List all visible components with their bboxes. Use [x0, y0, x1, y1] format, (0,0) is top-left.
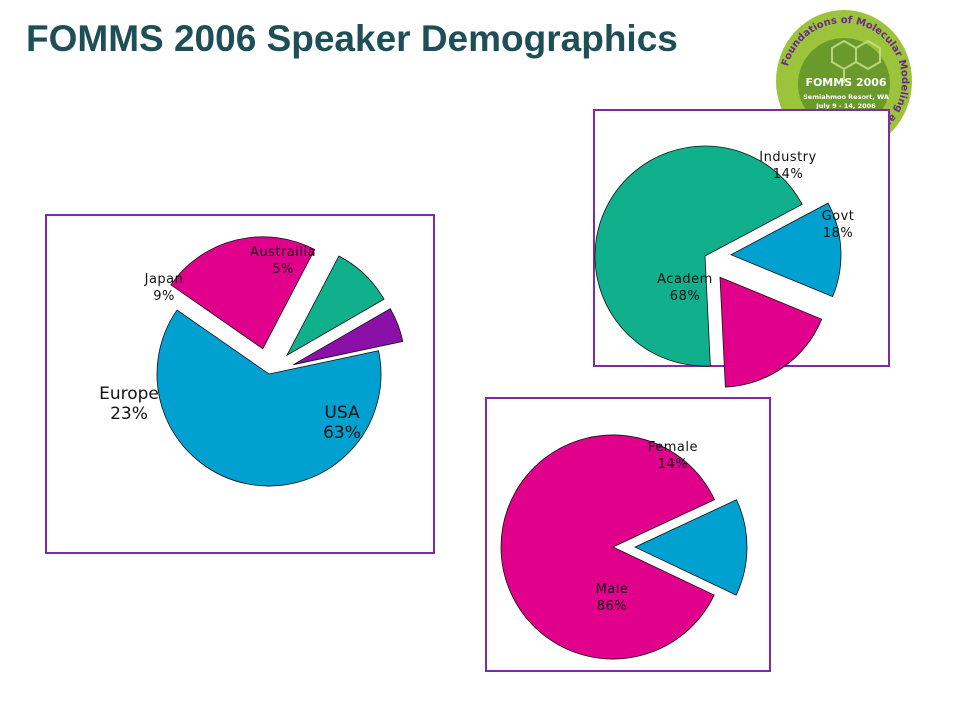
pie-slice-usa	[156, 309, 382, 487]
slice-value-japan: 9%	[153, 289, 175, 304]
slice-value-europe: 23%	[110, 404, 148, 424]
slice-value-female: 14%	[658, 457, 688, 472]
pie-slice-japan	[286, 255, 385, 357]
slice-label-govt: Govt	[822, 209, 855, 224]
slice-label-female: Female	[648, 440, 698, 455]
slice-value-academ: 68%	[670, 289, 700, 304]
pie-slice-female	[634, 499, 748, 596]
pie-slice-academ	[594, 145, 803, 367]
logo-location: Semiahmoo Resort, WA	[803, 93, 889, 101]
sector-pie-chart: Industry 14% Govt 18% Academ 68%	[594, 145, 855, 388]
logo-name: FOMMS 2006	[805, 76, 886, 89]
slice-label-austrailia: Austrailia	[250, 245, 316, 260]
slice-label-male: Male	[596, 582, 629, 597]
slice-value-male: 86%	[597, 599, 627, 614]
pie-slice-europe	[170, 236, 316, 350]
slice-label-japan: Japan	[144, 272, 184, 287]
gender-pie-chart-panel: Female 14% Male 86%	[485, 397, 771, 672]
slice-value-govt: 18%	[823, 226, 853, 241]
slice-value-usa: 63%	[323, 423, 361, 443]
pie-slice-govt	[719, 276, 823, 388]
slice-label-industry: Industry	[759, 150, 816, 165]
pie-slice-industry	[730, 202, 842, 298]
molecule-graphic-icon	[831, 39, 881, 83]
logo-dates: July 9 - 14, 2006	[815, 102, 876, 110]
gender-pie-chart: Female 14% Male 86%	[500, 434, 748, 660]
slice-label-academ: Academ	[657, 272, 713, 287]
slice-label-usa: USA	[324, 403, 360, 423]
slice-value-austrailia: 5%	[272, 262, 294, 277]
pie-slice-male	[500, 434, 716, 660]
slide-title: FOMMS 2006 Speaker Demographics	[26, 18, 678, 59]
region-pie-chart-panel: USA 63% Europe 23% Japan 9% Austrailia 5%	[45, 214, 435, 554]
logo-center-disc	[798, 38, 890, 130]
slice-value-industry: 14%	[773, 167, 803, 182]
slice-label-europe: Europe	[99, 384, 159, 404]
pie-slice-austrailia	[293, 308, 404, 366]
sector-pie-chart-panel: Industry 14% Govt 18% Academ 68%	[593, 109, 890, 388]
